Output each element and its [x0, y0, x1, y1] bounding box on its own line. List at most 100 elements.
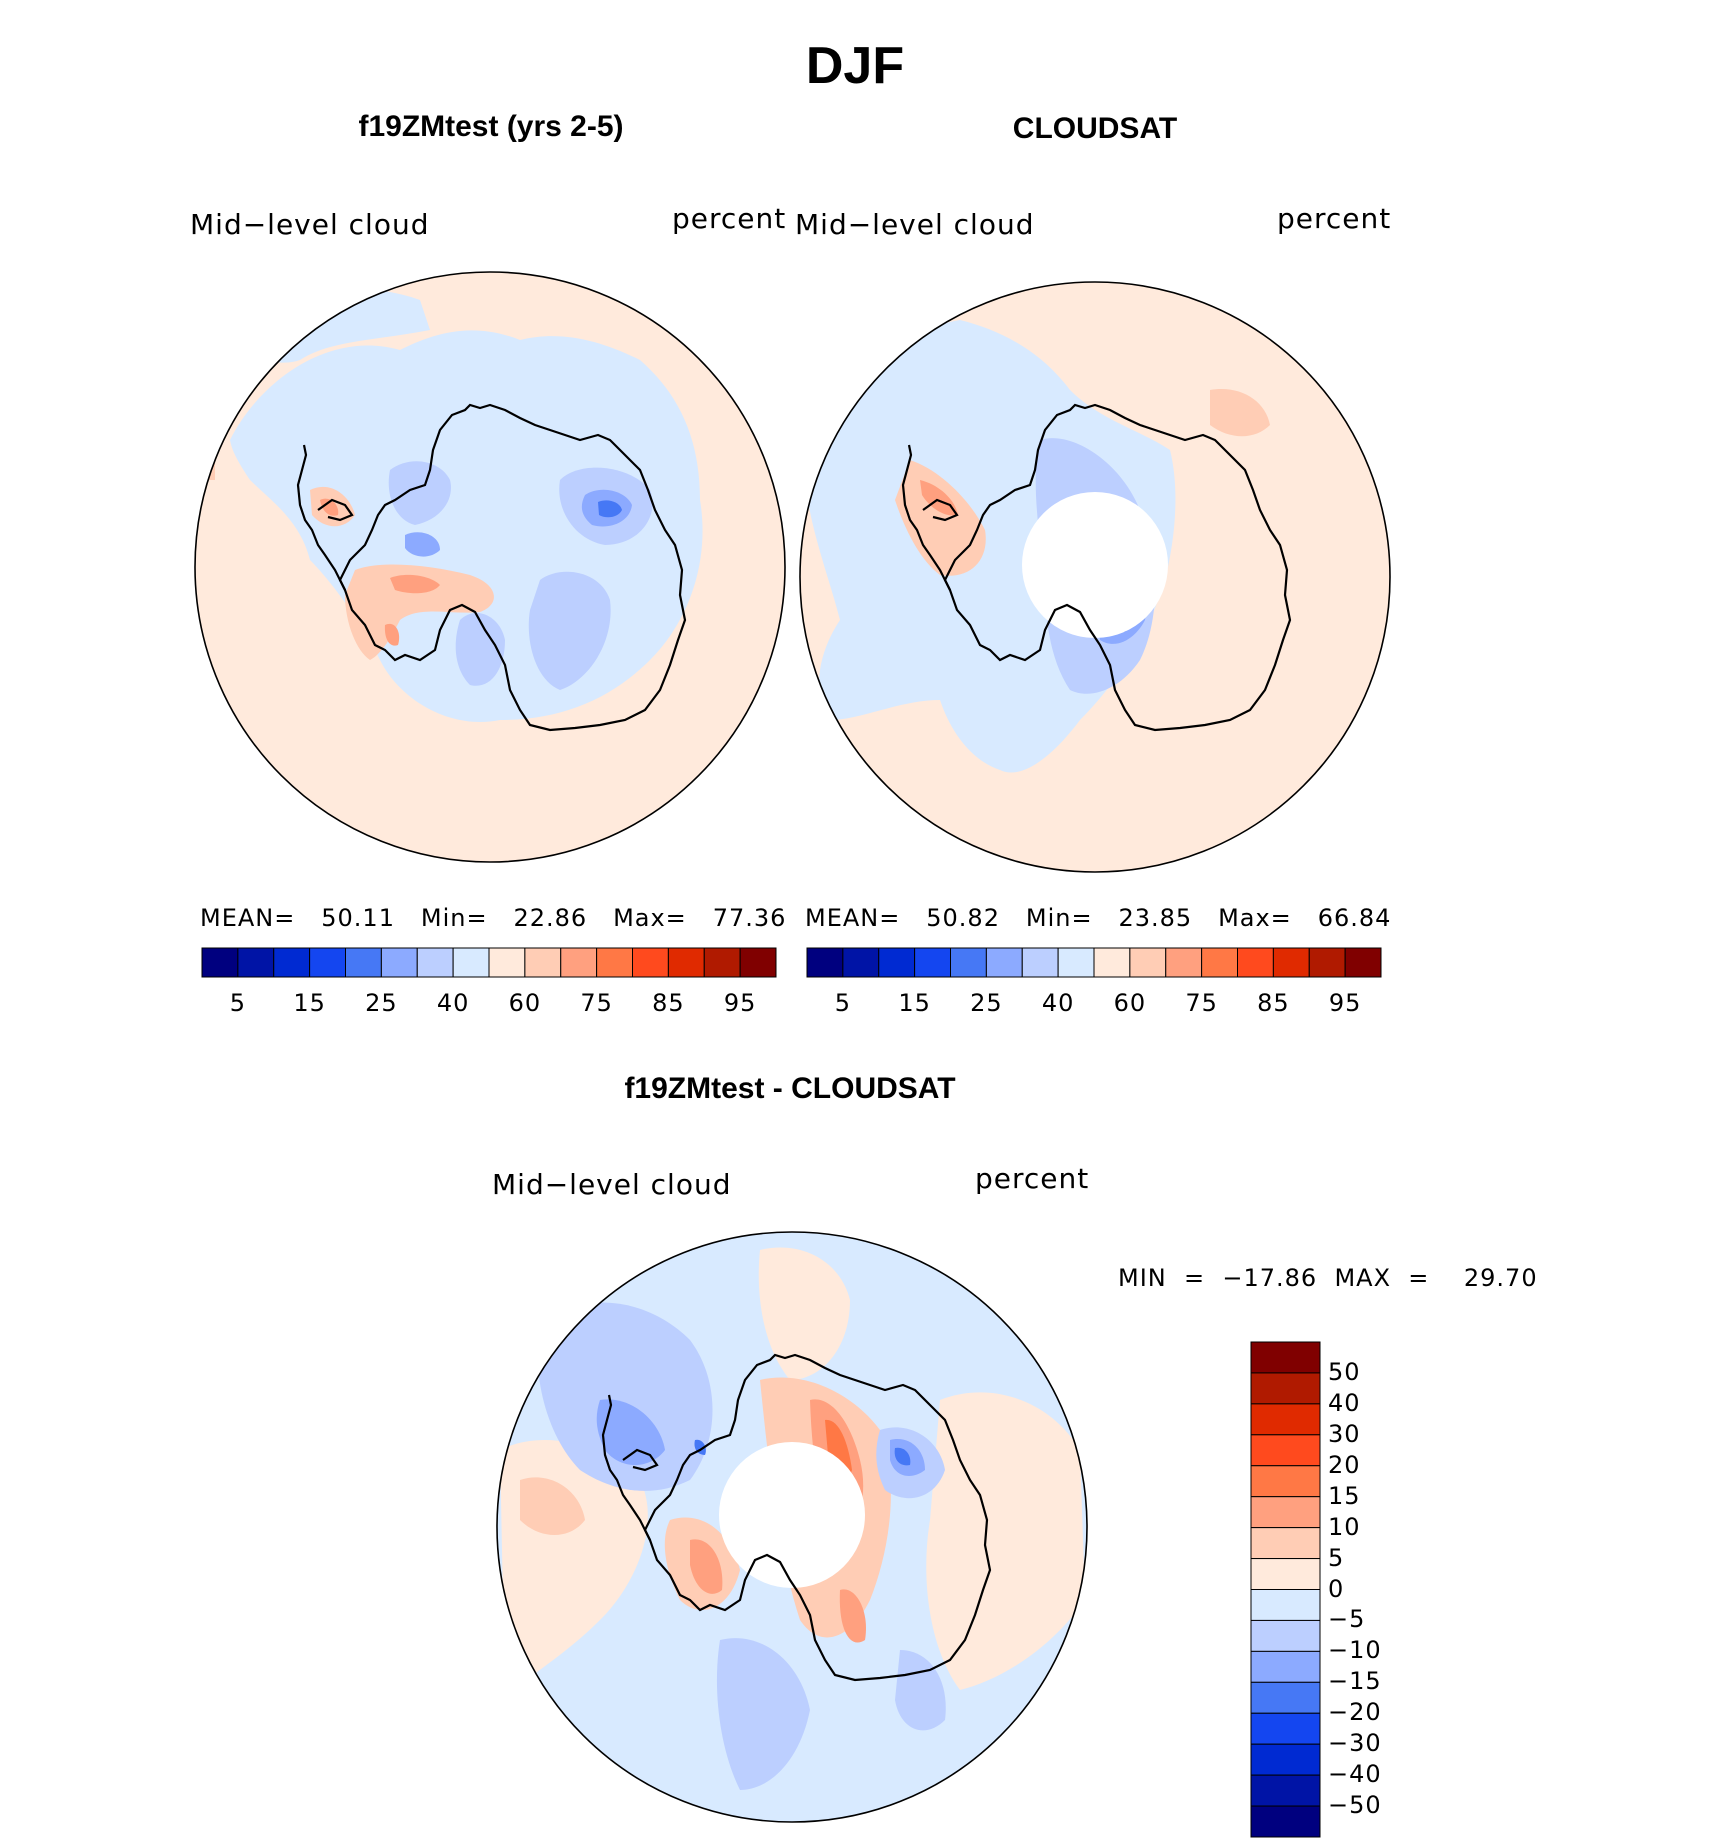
model-colorbar-box — [524, 947, 562, 978]
model-colorbar-box — [416, 947, 454, 978]
diff-colorbar-tick-label: −15 — [1328, 1667, 1382, 1696]
obs-colorbar-tick-label: 75 — [1185, 989, 1218, 1017]
model-colorbar-box — [201, 947, 239, 978]
obs-field-orange — [920, 480, 958, 516]
diff-field-blue-3 — [716, 1638, 810, 1790]
model-field-blue-core-2 — [405, 532, 440, 557]
obs-colorbar-tick-label: 85 — [1257, 989, 1290, 1017]
diff-colorbar-box — [1250, 1372, 1321, 1405]
diff-colorbar-box — [1250, 1434, 1321, 1467]
diff-map — [497, 1232, 1087, 1822]
diff-colorbar-tick-label: 20 — [1328, 1450, 1361, 1479]
obs-colorbar-box — [1021, 947, 1059, 978]
diff-colorbar-tick-label: 30 — [1328, 1419, 1361, 1448]
model-field-orange-3 — [320, 498, 339, 516]
obs-colorbar-box — [950, 947, 987, 978]
diff-colorbar-tick-label: 50 — [1328, 1357, 1361, 1386]
model-min-label: Min= — [420, 904, 488, 932]
model-colorbar-tick-label: 15 — [293, 989, 326, 1017]
model-colorbar-box — [632, 947, 669, 978]
obs-min-label: Min= — [1025, 904, 1093, 932]
model-coastline — [338, 403, 687, 732]
model-peninsula — [296, 444, 354, 591]
model-field-pink — [345, 564, 494, 660]
diff-colorbar-tick-label: −40 — [1328, 1760, 1382, 1789]
model-mean-value: 50.11 — [321, 904, 395, 932]
obs-map — [800, 282, 1390, 872]
diff-colorbar — [1250, 1341, 1321, 1838]
obs-colorbar-box — [806, 947, 844, 978]
model-field-mid-blue-3 — [528, 571, 611, 690]
obs-colorbar-box — [1201, 947, 1238, 978]
model-field-blue-core-inner — [598, 500, 622, 518]
model-map-outline — [194, 271, 786, 863]
obs-map-outline — [799, 281, 1391, 873]
diff-field-peach-3 — [758, 1247, 850, 1380]
obs-unit-label: percent — [1277, 202, 1392, 235]
obs-colorbar-box — [1165, 947, 1203, 978]
diff-colorbar-tick-label: 15 — [1328, 1481, 1361, 1510]
diff-colorbar-box — [1250, 1681, 1321, 1714]
diff-field-orange-2 — [690, 1539, 723, 1594]
diff-field-peach-2 — [926, 1392, 1085, 1690]
obs-colorbar-box — [1237, 947, 1274, 978]
model-colorbar-box — [560, 947, 598, 978]
model-panel-title: f19ZMtest (yrs 2-5) — [358, 110, 624, 143]
obs-colorbar-box — [1093, 947, 1131, 978]
diff-colorbar-box — [1250, 1403, 1321, 1436]
obs-colorbar-tick-label: 95 — [1328, 989, 1362, 1017]
obs-variable-label: Mid−level cloud — [795, 208, 1035, 241]
model-field-mid-blue-4 — [455, 612, 505, 686]
diff-colorbar-box — [1250, 1496, 1321, 1529]
model-stats: MEAN= 50.11 Min= 22.86 Max= 77.36 — [200, 904, 786, 932]
obs-colorbar-tick-label: 60 — [1113, 989, 1147, 1017]
diff-coastline — [643, 1353, 992, 1682]
diff-field-blue-4 — [895, 1650, 946, 1731]
diff-colorbar-tick-label: −10 — [1328, 1636, 1382, 1665]
obs-colorbar-box — [985, 947, 1023, 978]
diff-missing-data-hole — [719, 1442, 865, 1588]
model-field-mid-blue — [388, 461, 451, 525]
model-colorbar-box — [309, 947, 346, 978]
diff-field-mid-blue — [596, 1399, 665, 1465]
diff-colorbar-box — [1250, 1712, 1321, 1745]
obs-colorbar-box — [1057, 947, 1095, 978]
diff-colorbar-tick-label: 40 — [1328, 1388, 1361, 1417]
diff-colorbar-tick-label: 0 — [1328, 1574, 1345, 1603]
model-colorbar-box — [237, 947, 275, 978]
model-colorbar-box — [488, 947, 526, 978]
model-min-value: 22.86 — [513, 904, 588, 932]
model-colorbar-box — [345, 947, 382, 978]
model-colorbar-box — [596, 947, 633, 978]
diff-colorbar-box — [1250, 1774, 1321, 1807]
obs-colorbar-box — [1344, 947, 1382, 978]
obs-max-label: Max= — [1218, 904, 1292, 932]
diff-colorbar-tick-label: 10 — [1328, 1512, 1361, 1541]
obs-colorbar-box — [842, 947, 880, 978]
obs-stats: MEAN= 50.82 Min= 23.85 Max= 66.84 — [805, 904, 1391, 932]
diff-colorbar-box — [1250, 1558, 1321, 1590]
diff-colorbar-box — [1250, 1619, 1321, 1652]
model-colorbar-box — [380, 947, 418, 978]
obs-field-pink-2 — [1210, 389, 1270, 437]
diff-colorbar-box — [1250, 1650, 1321, 1683]
diff-variable-label: Mid−level cloud — [492, 1168, 732, 1201]
diff-field-blue — [537, 1302, 713, 1491]
diff-colorbar-box — [1250, 1743, 1321, 1776]
model-colorbar-tick-label: 95 — [723, 989, 757, 1017]
model-map — [195, 272, 785, 862]
obs-colorbar-tick-label: 15 — [898, 989, 931, 1017]
diff-colorbar-box — [1250, 1341, 1321, 1374]
diff-colorbar-tick-label: −5 — [1328, 1605, 1366, 1634]
obs-colorbar-box — [1308, 947, 1346, 978]
diff-colorbar-tick-label: 5 — [1328, 1543, 1345, 1572]
diff-colorbar-tick-label: −50 — [1328, 1791, 1382, 1820]
model-colorbar-tick-label: 85 — [652, 989, 685, 1017]
diff-map-outline — [496, 1231, 1088, 1823]
model-variable-label: Mid−level cloud — [190, 208, 430, 241]
diff-field-orange-3 — [839, 1589, 866, 1643]
model-colorbar-tick-label: 40 — [436, 989, 470, 1017]
obs-colorbar-tick-label: 5 — [834, 989, 852, 1017]
model-colorbar-tick-label: 5 — [229, 989, 247, 1017]
model-colorbar-box — [703, 947, 741, 978]
